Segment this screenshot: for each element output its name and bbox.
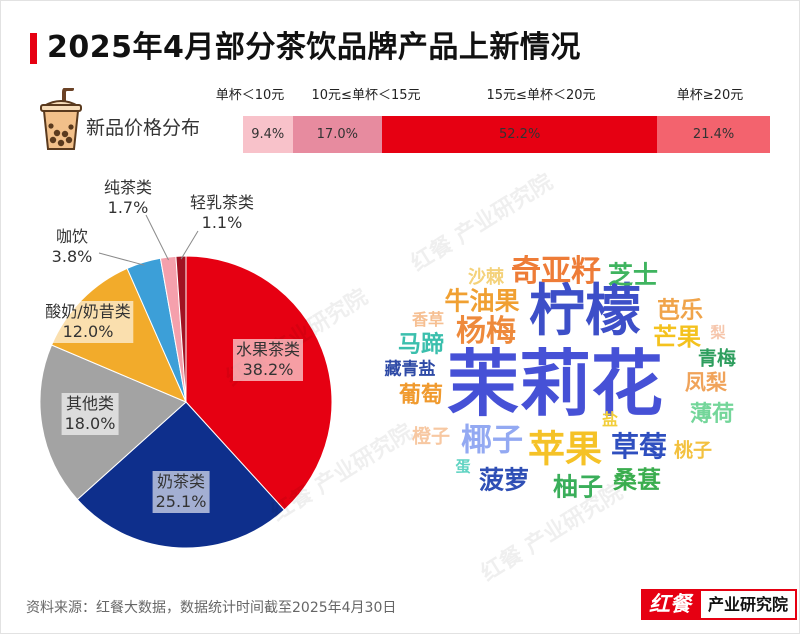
word-cloud-word: 奇亚籽 bbox=[511, 254, 601, 289]
word-cloud-word: 梨 bbox=[710, 323, 726, 342]
word-cloud-word: 橙子 bbox=[411, 425, 451, 448]
pie-label-other: 其他类 18.0% bbox=[61, 393, 119, 435]
pie-label-pure-tea: 纯茶类 1.7% bbox=[104, 178, 152, 218]
pie-leader-line bbox=[145, 214, 169, 261]
word-cloud-word: 菠萝 bbox=[478, 465, 530, 495]
pie-category-label: 轻乳茶类 bbox=[189, 193, 255, 212]
title-accent-bar bbox=[30, 33, 37, 64]
price-stacked-bar: 9.4% 17.0% 52.2% 21.4% bbox=[243, 116, 770, 153]
word-cloud-word: 藏青盐 bbox=[384, 359, 436, 380]
price-bar-value-label: 9.4% bbox=[251, 127, 285, 142]
word-cloud-word: 牛油果 bbox=[444, 286, 520, 316]
price-bar-value-label: 17.0% bbox=[316, 127, 358, 142]
pie-leader-line bbox=[180, 230, 199, 260]
price-category-label: 单杯＜10元 bbox=[215, 88, 285, 103]
pie-value-label: 12.0% bbox=[62, 322, 114, 341]
source-note: 资料来源：红餐大数据，数据统计时间截至2025年4月30日 bbox=[26, 600, 397, 616]
word-cloud-word: 盐 bbox=[601, 410, 619, 429]
word-cloud-word: 杨梅 bbox=[456, 314, 516, 349]
word-cloud-word: 桃子 bbox=[673, 439, 713, 462]
pie-value-label: 38.2% bbox=[242, 360, 294, 379]
word-cloud-word: 薄荷 bbox=[689, 402, 735, 427]
word-cloud-word: 凤梨 bbox=[685, 370, 727, 395]
price-bar-segment: 17.0% bbox=[292, 116, 383, 153]
word-cloud-word: 苹果 bbox=[528, 427, 602, 471]
word-cloud-word: 芒果 bbox=[653, 323, 701, 351]
bubble-tea-icon bbox=[40, 88, 82, 150]
pie-slice bbox=[185, 255, 333, 511]
brand-logo-mark: 红餐 bbox=[641, 589, 699, 620]
word-cloud-word: 蛋 bbox=[455, 457, 471, 476]
word-cloud-word: 芭乐 bbox=[657, 297, 703, 324]
pie-value-label: 1.1% bbox=[201, 213, 243, 232]
word-cloud-word: 沙棘 bbox=[468, 267, 504, 288]
pie-category-label: 水果茶类 bbox=[235, 340, 301, 359]
pie-category-label: 酸奶/奶昔类 bbox=[45, 302, 131, 321]
word-cloud-word: 马蹄 bbox=[398, 331, 444, 358]
pie-category-label: 咖饮 bbox=[55, 227, 88, 246]
price-bar-value-label: 21.4% bbox=[692, 127, 735, 142]
pie-label-light-milk-tea: 轻乳茶类 1.1% bbox=[190, 193, 254, 233]
word-cloud-word: 桑葚 bbox=[613, 466, 661, 494]
price-bar-value-label: 52.2% bbox=[499, 127, 541, 142]
word-cloud-word: 草莓 bbox=[610, 430, 668, 463]
pie-category-label: 纯茶类 bbox=[103, 178, 153, 197]
word-cloud-word: 芝士 bbox=[607, 260, 659, 290]
pie-category-label: 其他类 bbox=[65, 394, 115, 413]
price-category-label: 单杯≥20元 bbox=[676, 88, 744, 103]
pie-value-label: 1.7% bbox=[107, 198, 149, 217]
pie-category-label: 奶茶类 bbox=[156, 472, 206, 491]
pie-label-coffee: 咖饮 3.8% bbox=[52, 227, 93, 267]
price-bar-segment: 21.4% bbox=[657, 116, 770, 153]
word-cloud-word: 柠檬 bbox=[529, 279, 641, 344]
word-cloud-word: 葡萄 bbox=[398, 383, 444, 408]
price-category-label: 15元≤单杯＜20元 bbox=[486, 88, 596, 103]
price-distribution-title: 新品价格分布 bbox=[86, 117, 201, 139]
pie-label-milk-tea: 奶茶类 25.1% bbox=[152, 471, 210, 513]
pie-label-yogurt: 酸奶/奶昔类 12.0% bbox=[42, 301, 134, 343]
word-cloud-word: 柚子 bbox=[552, 472, 604, 502]
price-bar-segment: 9.4% bbox=[243, 116, 293, 153]
price-category-label: 10元≤单杯＜15元 bbox=[311, 88, 421, 103]
pie-value-label: 3.8% bbox=[51, 247, 93, 266]
word-cloud-word: 香草 bbox=[411, 310, 445, 329]
pie-value-label: 18.0% bbox=[64, 414, 116, 433]
pie-value-label: 25.1% bbox=[155, 492, 207, 511]
word-cloud-word: 茉莉花 bbox=[446, 342, 664, 426]
pie-label-fruit-tea: 水果茶类 38.2% bbox=[232, 339, 304, 381]
brand-logo-org: 产业研究院 bbox=[699, 589, 797, 620]
word-cloud-word: 青梅 bbox=[697, 347, 737, 370]
word-cloud-word: 椰子 bbox=[461, 422, 523, 459]
pie-leader-line bbox=[98, 252, 145, 266]
page-title: 2025年4月部分茶饮品牌产品上新情况 bbox=[47, 30, 581, 65]
price-bar-segment: 52.2% bbox=[382, 116, 658, 153]
pie-slice bbox=[175, 255, 187, 403]
